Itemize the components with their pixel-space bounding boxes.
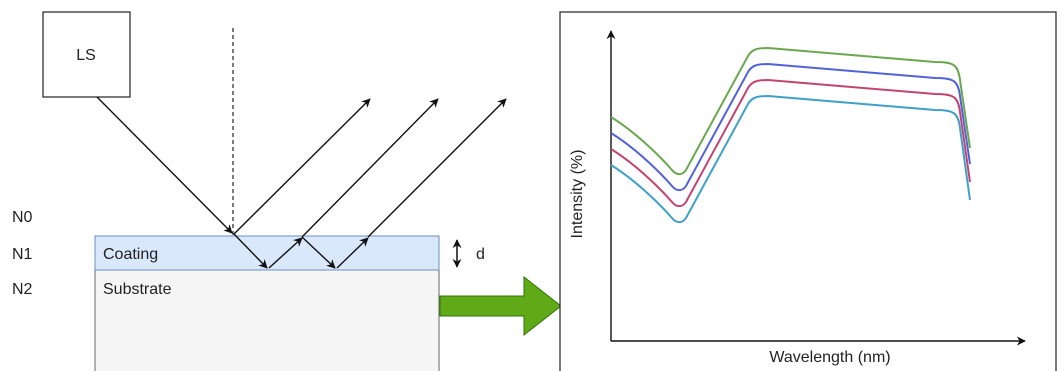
- light-rays: [96, 96, 507, 269]
- reflected-ray-1: [233, 98, 371, 235]
- y-axis-label: Intensity (%): [569, 150, 586, 239]
- chart-frame: [559, 11, 1057, 371]
- substrate-label: Substrate: [103, 281, 172, 298]
- spectrum-curve-3: [610, 78, 971, 208]
- n1-label: N1: [12, 246, 33, 263]
- thickness-label: d: [476, 246, 485, 263]
- spectrum-chart: Wavelength (nm) Intensity (%): [559, 11, 1057, 371]
- light-source: LS: [42, 11, 131, 98]
- output-arrow: [439, 275, 562, 337]
- x-axis-label: Wavelength (nm): [769, 349, 890, 366]
- n2-label: N2: [12, 281, 33, 298]
- coating-label: Coating: [103, 246, 158, 263]
- light-source-label: LS: [76, 47, 96, 64]
- internal-ray-1: [268, 237, 303, 269]
- refracted-ray-1: [233, 233, 268, 269]
- refracted-ray-2: [301, 236, 336, 269]
- reflected-ray-3: [367, 98, 507, 238]
- substrate-layer: [94, 269, 440, 371]
- reflected-ray-2: [301, 98, 439, 238]
- n0-label: N0: [12, 209, 33, 226]
- incident-ray: [96, 96, 233, 234]
- internal-ray-2: [336, 237, 369, 269]
- spectrum-curve-2: [610, 62, 971, 192]
- spectrum-curve-1: [610, 46, 971, 176]
- spectrum-curve-4: [610, 94, 971, 224]
- spectrum-curves: [610, 46, 971, 224]
